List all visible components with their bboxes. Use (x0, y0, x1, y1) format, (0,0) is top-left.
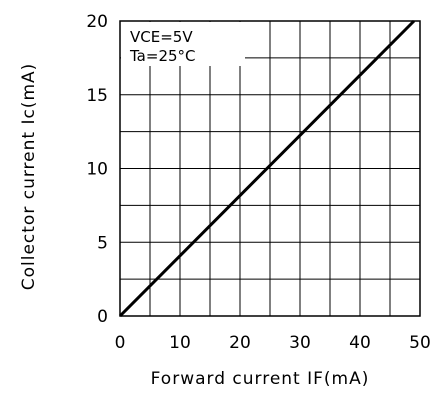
plot-frame (119, 20, 421, 317)
x-tick-label: 30 (289, 333, 311, 353)
grid (120, 21, 420, 316)
series-line-0 (118, 19, 416, 318)
x-tick-label: 10 (169, 333, 191, 353)
annotation-ta: Ta=25°C (129, 47, 196, 65)
x-tick-label: 20 (229, 333, 251, 353)
x-tick-label: 40 (349, 333, 371, 353)
y-tick-label: 0 (97, 307, 108, 327)
annotation-box: VCE=5V Ta=25°C (121, 22, 245, 66)
x-axis-title: Forward current IF(mA) (151, 369, 370, 389)
annotation-vce: VCE=5V (130, 28, 193, 46)
y-tick-label: 5 (97, 233, 108, 253)
x-tick-label: 0 (115, 333, 126, 353)
y-axis-title: Collector current Ic(mA) (19, 63, 39, 291)
x-tick-labels: 0 10 20 30 40 50 (115, 333, 431, 353)
x-tick-label: 50 (409, 333, 431, 353)
y-tick-label: 20 (86, 12, 108, 32)
y-tick-label: 10 (86, 160, 108, 180)
y-tick-labels: 0 5 10 15 20 (86, 12, 108, 327)
y-tick-label: 15 (86, 86, 108, 106)
series-group (118, 19, 416, 318)
